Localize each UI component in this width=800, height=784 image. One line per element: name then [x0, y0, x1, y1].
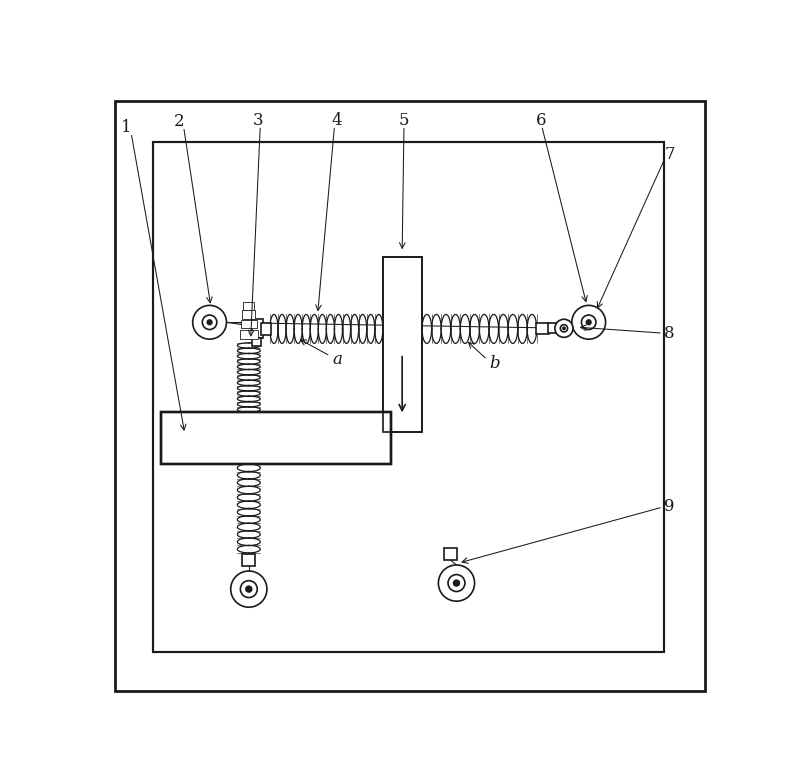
Text: 7: 7: [664, 146, 675, 163]
Text: 9: 9: [664, 499, 675, 516]
Bar: [243, 302, 254, 310]
Text: 6: 6: [536, 111, 547, 129]
Bar: [535, 323, 549, 334]
Circle shape: [562, 327, 565, 329]
Text: 3: 3: [253, 111, 263, 129]
Bar: [252, 318, 262, 338]
Text: 2: 2: [174, 113, 185, 129]
Circle shape: [572, 306, 606, 339]
Text: 4: 4: [331, 111, 342, 129]
Bar: [444, 548, 457, 560]
Circle shape: [438, 565, 474, 601]
Circle shape: [454, 580, 459, 586]
Circle shape: [240, 581, 258, 597]
Bar: [240, 330, 258, 339]
Circle shape: [246, 586, 252, 592]
Bar: [253, 338, 262, 347]
Circle shape: [555, 319, 573, 337]
Bar: [383, 257, 422, 432]
Bar: [162, 412, 390, 463]
Circle shape: [586, 320, 591, 325]
Bar: [154, 143, 663, 652]
Circle shape: [207, 320, 212, 325]
Bar: [383, 257, 422, 432]
Circle shape: [193, 306, 226, 339]
Bar: [154, 143, 663, 652]
Text: a: a: [333, 351, 342, 368]
Circle shape: [448, 575, 465, 591]
Text: b: b: [490, 355, 500, 372]
Circle shape: [560, 325, 567, 332]
Bar: [241, 320, 257, 328]
Bar: [242, 310, 255, 318]
Circle shape: [230, 571, 267, 607]
Circle shape: [202, 315, 217, 329]
Text: 8: 8: [664, 325, 675, 342]
Bar: [162, 412, 390, 463]
Text: 1: 1: [121, 119, 131, 136]
Circle shape: [582, 315, 596, 329]
Bar: [261, 323, 270, 335]
Bar: [548, 323, 558, 332]
Text: 5: 5: [398, 111, 410, 129]
Bar: [242, 554, 255, 566]
